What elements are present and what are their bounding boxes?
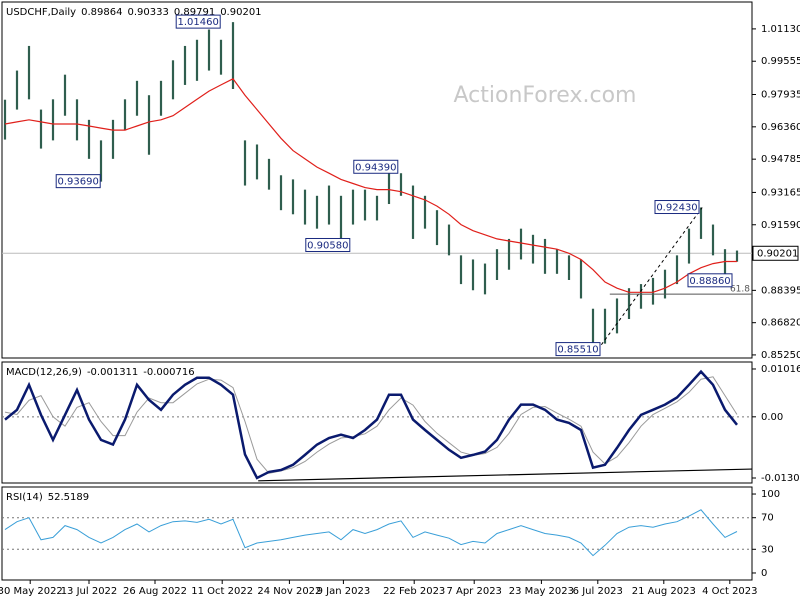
header-value: 0.90333 xyxy=(127,7,168,18)
panel-title: MACD(12,26,9) xyxy=(6,367,82,378)
panel-header: USDCHF,Daily 0.89864 0.90333 0.89791 0.90201 xyxy=(6,7,262,18)
header-value: 52.5189 xyxy=(48,492,89,503)
y-tick-label: 0.91590 xyxy=(761,220,800,231)
x-tick-label: 13 Jul 2022 xyxy=(61,586,118,597)
x-tick-label: 24 Nov 2022 xyxy=(257,586,321,597)
y-tick-label: 0.00 xyxy=(761,412,783,423)
price-label-box xyxy=(175,14,221,29)
x-tick-label: 22 Feb 2023 xyxy=(383,586,445,597)
panel-header: RSI(14) 52.5189 xyxy=(6,492,89,503)
rsi-panel xyxy=(1,486,753,581)
last-price-box xyxy=(752,245,799,261)
price-label: 0.93690 xyxy=(58,177,99,188)
y-tick-label: 30 xyxy=(761,544,774,555)
panel-title: USDCHF,Daily xyxy=(6,7,76,18)
price-label: 0.88860 xyxy=(689,276,730,287)
header-value: -0.000716 xyxy=(143,367,194,378)
trendline xyxy=(258,468,753,482)
x-tick-label: 30 May 2022 xyxy=(0,586,63,597)
x-tick-label: 9 Jan 2023 xyxy=(317,586,371,597)
price-label-box xyxy=(305,237,351,252)
y-tick-label: 0.85250 xyxy=(761,350,800,361)
trendline xyxy=(597,207,703,350)
y-tick-label: 1.01130 xyxy=(761,24,800,35)
price-label-box xyxy=(654,200,700,215)
y-tick-label: 0 xyxy=(761,568,767,579)
y-tick-label: 70 xyxy=(761,513,774,524)
rsi-line xyxy=(4,509,738,557)
fib-label: 61.8 xyxy=(730,285,750,295)
y-tick-label: 0.99555 xyxy=(761,56,800,67)
x-tick-label: 23 May 2023 xyxy=(509,586,574,597)
y-tick-label: 100 xyxy=(761,489,780,500)
price-label-box xyxy=(55,174,101,189)
y-tick-label: 0.93165 xyxy=(761,187,800,198)
panel-header: MACD(12,26,9) -0.001311 -0.000716 xyxy=(6,367,195,378)
price-label: 1.01460 xyxy=(178,17,219,28)
y-tick-label: 0.97935 xyxy=(761,89,800,100)
macd-panel xyxy=(1,361,753,484)
x-tick-label: 21 Aug 2023 xyxy=(632,586,696,597)
price-label-box xyxy=(353,159,399,174)
price-label: 0.85510 xyxy=(557,345,598,356)
price-label-box xyxy=(687,273,733,288)
y-tick-label: 0.94785 xyxy=(761,154,800,165)
price-label: 0.94390 xyxy=(355,162,396,173)
moving-average xyxy=(4,78,737,293)
price-label-box xyxy=(555,342,601,357)
y-tick-label: -0.013006 xyxy=(761,473,800,484)
header-value: 0.89864 xyxy=(81,7,122,18)
y-tick-label: 0.010166 xyxy=(761,364,800,375)
header-value: -0.001311 xyxy=(87,367,138,378)
header-value: 0.89791 xyxy=(174,7,215,18)
y-tick-label: 0.88395 xyxy=(761,285,800,296)
price-panel xyxy=(1,1,753,359)
x-tick-label: 4 Oct 2023 xyxy=(702,586,757,597)
x-tick-label: 6 Jul 2023 xyxy=(573,586,623,597)
header-value: 0.90201 xyxy=(220,7,261,18)
y-tick-label: 0.96360 xyxy=(761,122,800,133)
y-tick-label: 0.86820 xyxy=(761,318,800,329)
macd-line xyxy=(4,369,738,480)
panel-title: RSI(14) xyxy=(6,492,43,503)
signal-line xyxy=(4,376,738,474)
last-price-label: 0.90201 xyxy=(757,248,798,259)
price-label: 0.90580 xyxy=(307,240,348,251)
watermark: ActionForex.com xyxy=(454,83,637,108)
x-tick-label: 11 Oct 2022 xyxy=(191,586,253,597)
x-tick-label: 7 Apr 2023 xyxy=(446,586,501,597)
x-tick-label: 26 Aug 2022 xyxy=(123,586,187,597)
price-label: 0.92430 xyxy=(656,203,697,214)
